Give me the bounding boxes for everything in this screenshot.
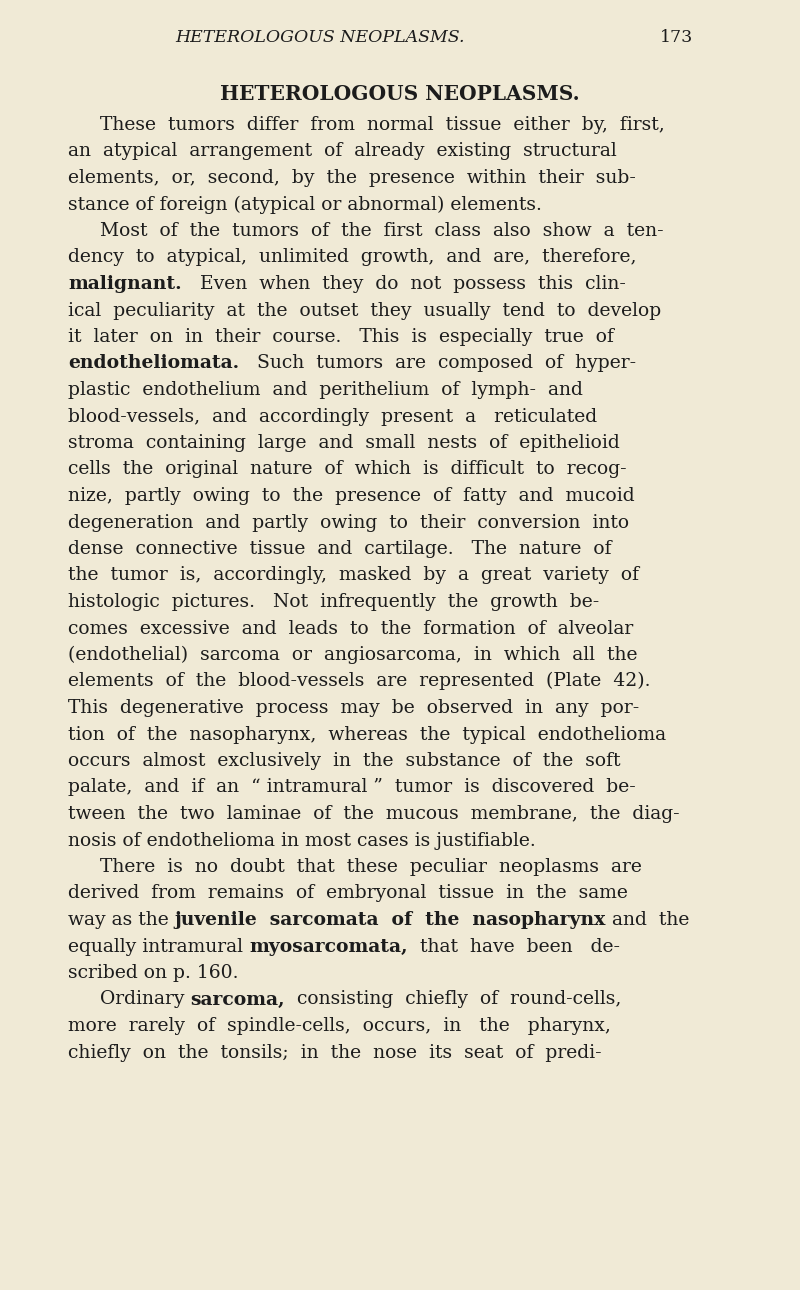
Text: Most  of  the  tumors  of  the  first  class  also  show  a  ten-: Most of the tumors of the first class al… xyxy=(100,222,664,240)
Text: This  degenerative  process  may  be  observed  in  any  por-: This degenerative process may be observe… xyxy=(68,699,639,717)
Text: endotheliomata.: endotheliomata. xyxy=(68,355,239,373)
Text: ical  peculiarity  at  the  outset  they  usually  tend  to  develop: ical peculiarity at the outset they usua… xyxy=(68,302,662,320)
Text: stance of foreign (atypical or abnormal) elements.: stance of foreign (atypical or abnormal)… xyxy=(68,195,542,214)
Text: elements,  or,  second,  by  the  presence  within  their  sub-: elements, or, second, by the presence wi… xyxy=(68,169,636,187)
Text: There  is  no  doubt  that  these  peculiar  neoplasms  are: There is no doubt that these peculiar ne… xyxy=(100,858,642,876)
Text: Even  when  they  do  not  possess  this  clin-: Even when they do not possess this clin- xyxy=(182,275,626,293)
Text: equally intramural: equally intramural xyxy=(68,938,249,956)
Text: sarcoma,: sarcoma, xyxy=(190,991,285,1009)
Text: juvenile  sarcomata  of  the  nasopharynx: juvenile sarcomata of the nasopharynx xyxy=(174,911,606,929)
Text: stroma  containing  large  and  small  nests  of  epithelioid: stroma containing large and small nests … xyxy=(68,433,620,452)
Text: and  the: and the xyxy=(606,911,690,929)
Text: degeneration  and  partly  owing  to  their  conversion  into: degeneration and partly owing to their c… xyxy=(68,513,629,531)
Text: tween  the  two  laminae  of  the  mucous  membrane,  the  diag-: tween the two laminae of the mucous memb… xyxy=(68,805,680,823)
Text: Ordinary: Ordinary xyxy=(100,991,190,1009)
Text: dency  to  atypical,  unlimited  growth,  and  are,  therefore,: dency to atypical, unlimited growth, and… xyxy=(68,249,637,267)
Text: HETEROLOGOUS NEOPLASMS.: HETEROLOGOUS NEOPLASMS. xyxy=(175,28,465,46)
Text: elements  of  the  blood-vessels  are  represented  (Plate  42).: elements of the blood-vessels are repres… xyxy=(68,672,650,690)
Text: it  later  on  in  their  course.   This  is  especially  true  of: it later on in their course. This is esp… xyxy=(68,328,614,346)
Text: (endothelial)  sarcoma  or  angiosarcoma,  in  which  all  the: (endothelial) sarcoma or angiosarcoma, i… xyxy=(68,646,638,664)
Text: plastic  endothelium  and  perithelium  of  lymph-  and: plastic endothelium and perithelium of l… xyxy=(68,381,583,399)
Text: cells  the  original  nature  of  which  is  difficult  to  recog-: cells the original nature of which is di… xyxy=(68,461,626,479)
Text: scribed on p. 160.: scribed on p. 160. xyxy=(68,964,238,982)
Text: the  tumor  is,  accordingly,  masked  by  a  great  variety  of: the tumor is, accordingly, masked by a g… xyxy=(68,566,639,584)
Text: tion  of  the  nasopharynx,  whereas  the  typical  endothelioma: tion of the nasopharynx, whereas the typ… xyxy=(68,725,666,743)
Text: comes  excessive  and  leads  to  the  formation  of  alveolar: comes excessive and leads to the formati… xyxy=(68,619,634,637)
Text: palate,  and  if  an  “ intramural ”  tumor  is  discovered  be-: palate, and if an “ intramural ” tumor i… xyxy=(68,778,636,796)
Text: an  atypical  arrangement  of  already  existing  structural: an atypical arrangement of already exist… xyxy=(68,142,617,160)
Text: more  rarely  of  spindle-cells,  occurs,  in   the   pharynx,: more rarely of spindle-cells, occurs, in… xyxy=(68,1017,611,1035)
Text: 173: 173 xyxy=(660,28,694,46)
Text: chiefly  on  the  tonsils;  in  the  nose  its  seat  of  predi-: chiefly on the tonsils; in the nose its … xyxy=(68,1044,602,1062)
Text: occurs  almost  exclusively  in  the  substance  of  the  soft: occurs almost exclusively in the substan… xyxy=(68,752,621,770)
Text: malignant.: malignant. xyxy=(68,275,182,293)
Text: dense  connective  tissue  and  cartilage.   The  nature  of: dense connective tissue and cartilage. T… xyxy=(68,541,611,559)
Text: nosis of endothelioma in most cases is justifiable.: nosis of endothelioma in most cases is j… xyxy=(68,832,536,850)
Text: Such  tumors  are  composed  of  hyper-: Such tumors are composed of hyper- xyxy=(239,355,636,373)
Text: HETEROLOGOUS NEOPLASMS.: HETEROLOGOUS NEOPLASMS. xyxy=(220,84,580,104)
Text: derived  from  remains  of  embryonal  tissue  in  the  same: derived from remains of embryonal tissue… xyxy=(68,885,628,903)
Text: way as the: way as the xyxy=(68,911,174,929)
Text: These  tumors  differ  from  normal  tissue  either  by,  first,: These tumors differ from normal tissue e… xyxy=(100,116,665,134)
Text: myosarcomata,: myosarcomata, xyxy=(249,938,408,956)
Text: histologic  pictures.   Not  infrequently  the  growth  be-: histologic pictures. Not infrequently th… xyxy=(68,593,599,611)
Text: consisting  chiefly  of  round-cells,: consisting chiefly of round-cells, xyxy=(285,991,622,1009)
Text: that  have  been   de-: that have been de- xyxy=(408,938,620,956)
Text: blood-vessels,  and  accordingly  present  a   reticulated: blood-vessels, and accordingly present a… xyxy=(68,408,597,426)
Text: nize,  partly  owing  to  the  presence  of  fatty  and  mucoid: nize, partly owing to the presence of fa… xyxy=(68,488,634,504)
